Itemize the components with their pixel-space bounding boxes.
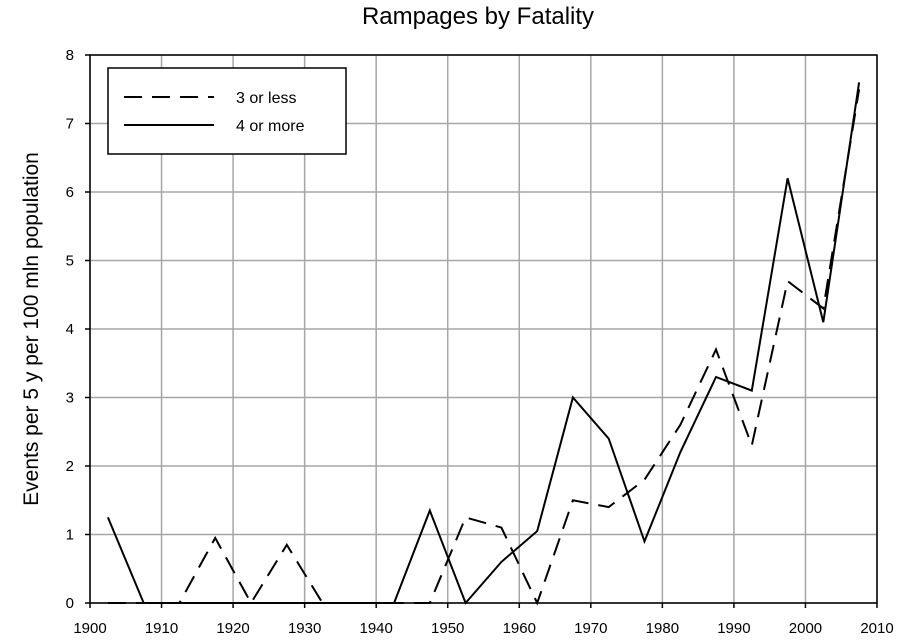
x-tick-label-1960: 1960 bbox=[503, 620, 536, 637]
chart-title: Rampages by Fatality bbox=[362, 3, 594, 30]
y-tick-label-0: 0 bbox=[66, 595, 74, 612]
y-tick-label-7: 7 bbox=[66, 116, 74, 133]
y-tick-label-2: 2 bbox=[66, 458, 74, 475]
x-tick-label-1920: 1920 bbox=[216, 620, 249, 637]
legend-label-4-or-more: 4 or more bbox=[236, 118, 305, 135]
x-tick-label-1990: 1990 bbox=[717, 620, 750, 637]
x-tick-label-1940: 1940 bbox=[359, 620, 392, 637]
y-tick-label-4: 4 bbox=[66, 321, 74, 338]
x-tick-label-2010: 2010 bbox=[860, 620, 893, 637]
series-line-4-or-more bbox=[106, 82, 861, 605]
x-tick-label-1900: 1900 bbox=[73, 620, 106, 637]
x-tick-label-1950: 1950 bbox=[431, 620, 464, 637]
x-tick-label-1930: 1930 bbox=[288, 620, 321, 637]
y-tick-label-6: 6 bbox=[66, 184, 74, 201]
legend: 3 or less 4 or more bbox=[107, 67, 347, 155]
x-tick-label-2000: 2000 bbox=[789, 620, 822, 637]
x-tick-label-1980: 1980 bbox=[646, 620, 679, 637]
series-line-3-or-less bbox=[107, 89, 861, 606]
y-tick-label-8: 8 bbox=[66, 47, 74, 64]
legend-box bbox=[107, 67, 347, 155]
y-tick-label-1: 1 bbox=[66, 527, 74, 544]
axis-ticks: 1900 1910 1920 1930 1940 1950 1960 1970 1980 1990… bbox=[66, 47, 894, 637]
y-tick-label-5: 5 bbox=[66, 253, 74, 270]
legend-label-3-or-less: 3 or less bbox=[236, 90, 296, 107]
y-axis-label: Events per 5 y per 100 mln population bbox=[20, 152, 43, 506]
x-tick-label-1910: 1910 bbox=[145, 620, 178, 637]
series-lines bbox=[106, 82, 861, 606]
x-tick-label-1970: 1970 bbox=[574, 620, 607, 637]
y-tick-label-3: 3 bbox=[66, 390, 74, 407]
